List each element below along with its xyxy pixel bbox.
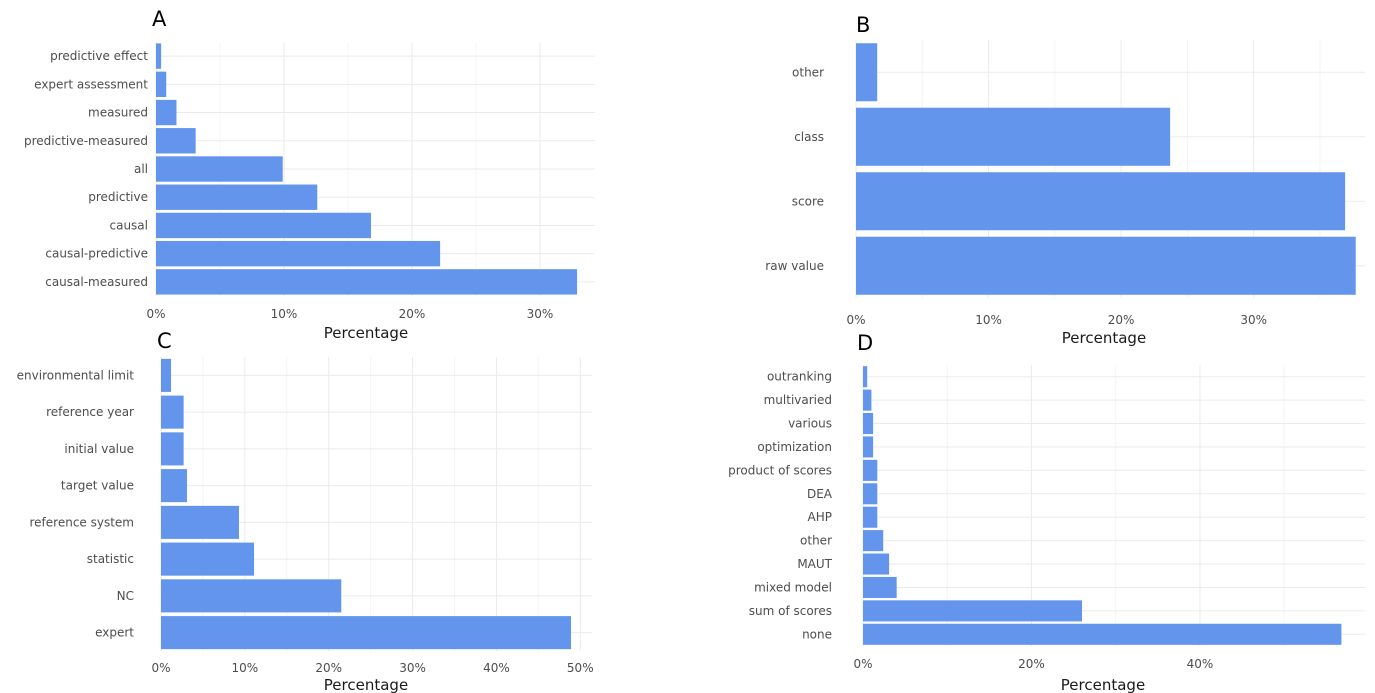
bar-ahp	[863, 506, 878, 528]
category-label: NC	[117, 589, 134, 603]
x-tick-label: 20%	[315, 661, 342, 675]
bar-predictive	[156, 184, 318, 210]
category-label: causal-predictive	[45, 247, 148, 261]
category-label: other	[792, 65, 824, 79]
bar-predictive-measured	[156, 128, 196, 154]
category-label: expert assessment	[34, 77, 148, 91]
category-label: initial value	[64, 442, 134, 456]
x-tick-label: 20%	[1018, 657, 1045, 671]
bar-raw-value	[856, 236, 1356, 295]
x-tick-label: 20%	[1108, 313, 1135, 327]
bar-reference-system	[161, 505, 239, 539]
panel-label: D	[857, 331, 873, 355]
bar-maut	[863, 553, 890, 575]
x-tick-label: 40%	[1187, 657, 1214, 671]
category-label: target value	[61, 479, 134, 493]
category-label: causal-measured	[45, 275, 148, 289]
panel-a: predictive effect expert assessment measur…	[24, 7, 595, 342]
x-tick-label: 30%	[1240, 313, 1267, 327]
x-tick-label: 50%	[567, 661, 594, 675]
x-axis-label: Percentage	[1061, 676, 1145, 693]
x-tick-label: 30%	[527, 307, 554, 321]
x-tick-label: 0%	[146, 307, 165, 321]
x-tick-label: 20%	[399, 307, 426, 321]
x-tick-label: 0%	[846, 313, 865, 327]
bar-measured	[156, 99, 177, 126]
category-label: all	[134, 162, 148, 176]
panel-c: environmental limit reference year initial…	[17, 329, 594, 693]
bar-optimization	[863, 436, 874, 458]
bar-other	[856, 43, 878, 102]
bar-all	[156, 156, 283, 182]
bar-predictive-effect	[156, 43, 162, 69]
x-tick-label: 10%	[271, 307, 298, 321]
category-label: optimization	[757, 440, 832, 454]
bar-nc	[161, 579, 342, 613]
bar-environmental-limit	[161, 358, 172, 392]
x-tick-label: 0%	[853, 657, 872, 671]
panel-label: A	[152, 7, 167, 31]
bar-class	[856, 107, 1171, 166]
bar-other	[863, 530, 884, 552]
category-label: measured	[88, 106, 148, 120]
category-label: AHP	[808, 510, 832, 524]
category-label: environmental limit	[17, 368, 135, 382]
bar-target-value	[161, 469, 187, 503]
category-label: none	[802, 627, 832, 641]
x-tick-label: 30%	[399, 661, 426, 675]
bar-none	[863, 623, 1342, 645]
x-axis-label: Percentage	[324, 324, 408, 342]
bar-outranking	[863, 366, 868, 388]
bar-various	[863, 413, 874, 435]
x-tick-label: 10%	[232, 661, 259, 675]
bar-expert	[161, 616, 572, 650]
category-label: score	[792, 194, 824, 208]
bar-multivaried	[863, 389, 872, 411]
category-label: expert	[95, 626, 134, 640]
category-label: reference system	[30, 515, 135, 529]
category-label: MAUT	[797, 557, 832, 571]
x-axis-label: Percentage	[1062, 329, 1146, 347]
category-label: raw value	[765, 259, 824, 273]
bar-causal-measured	[156, 269, 578, 295]
bar-dea	[863, 483, 878, 505]
category-label: reference year	[46, 405, 134, 419]
category-label: mixed model	[754, 580, 832, 594]
category-label: other	[800, 534, 832, 548]
category-label: sum of scores	[749, 604, 832, 618]
panel-label: C	[157, 329, 172, 353]
panel-label: B	[856, 13, 870, 37]
category-label: causal	[110, 218, 149, 232]
category-label: outranking	[767, 370, 832, 384]
bar-score	[856, 172, 1346, 231]
category-label: predictive effect	[50, 49, 148, 63]
x-axis-label: Percentage	[324, 676, 408, 693]
bar-sum-of-scores	[863, 600, 1082, 622]
category-label: predictive-measured	[24, 134, 148, 148]
x-tick-label: 40%	[483, 661, 510, 675]
category-label: DEA	[807, 487, 833, 501]
panel-b: other class score raw value 0% 10% 20% 30% Perce…	[765, 13, 1365, 347]
bar-causal-predictive	[156, 240, 441, 267]
x-tick-label: 10%	[975, 313, 1002, 327]
category-label: product of scores	[728, 463, 832, 477]
category-label: various	[788, 417, 832, 431]
bar-expert-assessment	[156, 71, 167, 98]
bar-initial-value	[161, 432, 184, 466]
bar-product-of-scores	[863, 459, 878, 481]
x-tick-label: 0%	[151, 661, 170, 675]
category-label: predictive	[88, 190, 148, 204]
category-label: multivaried	[764, 393, 832, 407]
bar-mixed-model	[863, 576, 897, 598]
category-label: statistic	[87, 552, 134, 566]
bar-reference-year	[161, 395, 184, 429]
panel-d: outranking multivaried various optimization…	[728, 331, 1365, 693]
bar-statistic	[161, 542, 255, 576]
category-label: class	[794, 130, 824, 144]
bar-causal	[156, 212, 372, 239]
